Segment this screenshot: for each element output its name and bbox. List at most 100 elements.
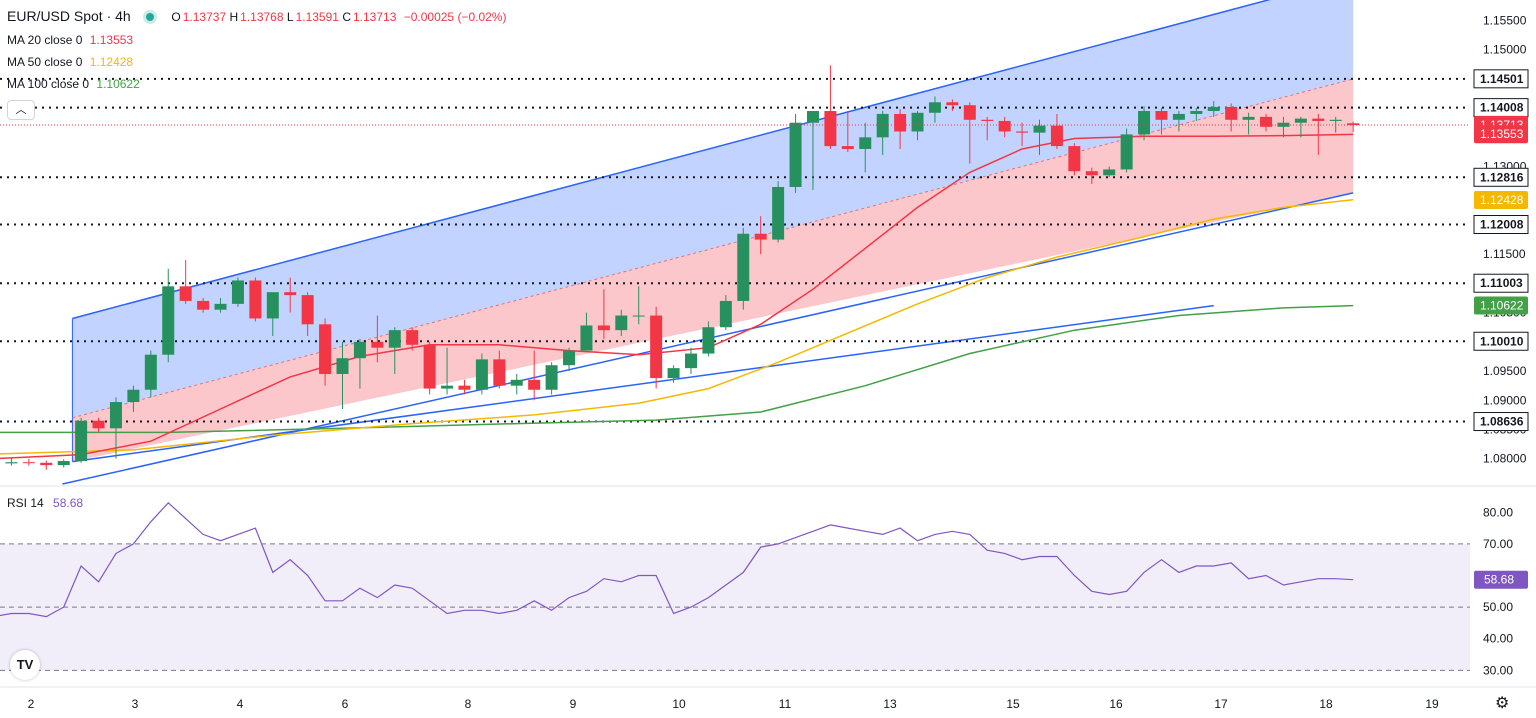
rsi-tick-label: 80.00 (1483, 505, 1513, 519)
level-label: 1.10010 (1480, 334, 1524, 348)
time-tick-label: 3 (132, 697, 139, 711)
candle-body (1103, 169, 1116, 176)
candle-body (353, 341, 366, 359)
gear-icon[interactable]: ⚙ (1495, 695, 1510, 712)
change-value: −0.00025 (−0.02%) (403, 10, 507, 24)
candle-body (1277, 122, 1290, 127)
price-tick-label: 1.09000 (1483, 393, 1527, 407)
chevron-up-icon: ︿ (15, 104, 27, 116)
open-value: 1.13737 (182, 10, 227, 24)
candle-body (737, 233, 750, 301)
price-badge-label: 1.13553 (1480, 127, 1524, 141)
ma50-legend[interactable]: MA 50 close 0 1.12428 (7, 55, 134, 69)
symbol-title: EUR/USD Spot · 4h (7, 8, 131, 24)
candle-body (1190, 111, 1203, 114)
rsi-tick-label: 50.00 (1483, 600, 1513, 614)
candle-body (563, 350, 576, 366)
time-tick-label: 2 (28, 697, 35, 711)
price-tick-label: 1.09500 (1483, 364, 1527, 378)
level-label: 1.12816 (1480, 170, 1524, 184)
candle-body (1155, 111, 1168, 120)
candle-body (719, 300, 732, 328)
candle-body (57, 461, 70, 466)
candle-body (109, 402, 122, 429)
channel-upper-fill (72, 0, 1354, 418)
level-label: 1.12008 (1480, 218, 1524, 232)
candle-body (475, 359, 488, 390)
candle-body (319, 324, 332, 374)
symbol-legend: EUR/USD Spot · 4h O 1.13737 H 1.13768 L 1.1… (7, 8, 507, 24)
channel-group (62, 0, 1354, 485)
tradingview-logo[interactable]: TV (10, 650, 40, 680)
candle-body (702, 327, 715, 354)
candle-body (685, 353, 697, 369)
candle-body (1068, 146, 1081, 172)
time-tick-label: 19 (1425, 697, 1439, 711)
close-value: 1.13713 (352, 10, 397, 24)
level-label: 1.08636 (1480, 415, 1524, 429)
candle-body (144, 354, 157, 390)
time-tick-label: 17 (1214, 697, 1228, 711)
candle-body (1085, 171, 1098, 176)
candle-body (545, 365, 558, 390)
candle-body (266, 292, 279, 319)
candle-body (667, 368, 680, 379)
price-tick-label: 1.08000 (1483, 452, 1527, 466)
candle-body (1225, 106, 1238, 120)
level-label-box (1473, 215, 1529, 235)
price-badge-label: 1.12428 (1480, 193, 1524, 207)
level-label: 1.14501 (1480, 72, 1524, 86)
candle-body (92, 420, 105, 429)
rsi-legend[interactable]: RSI 14 58.68 (7, 495, 83, 511)
rsi-badge-label: 58.68 (1484, 573, 1514, 587)
candle-body (406, 330, 419, 345)
candle-body (301, 295, 314, 325)
candle-body (615, 315, 628, 331)
candle-body (632, 315, 645, 317)
candle-body (1242, 116, 1255, 120)
price-tick-label: 1.15000 (1483, 43, 1527, 57)
time-tick-label: 13 (883, 697, 897, 711)
candle-body (650, 315, 663, 379)
candle-body (876, 113, 889, 138)
candle-body (249, 280, 262, 319)
ma20-line (0, 133, 1354, 460)
low-value: 1.13591 (295, 10, 339, 24)
ma20-legend[interactable]: MA 20 close 0 1.13553 (7, 33, 134, 47)
level-label-box (1473, 167, 1529, 187)
channel-lower-fill (72, 78, 1354, 462)
rsi-badge (1474, 570, 1528, 589)
time-tick-label: 4 (237, 697, 244, 711)
collapse-legend-button[interactable]: ︿ (7, 100, 35, 120)
level-label-box (1473, 69, 1529, 89)
candle-body (963, 105, 976, 120)
price-badge (1474, 125, 1528, 144)
level-label-box (1473, 331, 1529, 351)
ma100-legend[interactable]: MA 100 close 0 1.10622 (7, 77, 140, 91)
candle-body (510, 379, 523, 386)
candle-body (806, 111, 819, 123)
ma50-line (0, 199, 1354, 455)
candle-body (894, 113, 907, 132)
candle-body (841, 146, 854, 150)
candle-body (998, 120, 1011, 132)
time-tick-label: 15 (1006, 697, 1020, 711)
candle-body (197, 300, 210, 310)
level-label: 1.14008 (1480, 101, 1524, 115)
candle-body (772, 186, 785, 240)
candle-body (754, 233, 767, 240)
candle-body (127, 389, 140, 403)
price-tick-label: 1.11500 (1483, 247, 1526, 261)
rsi-line (0, 501, 1354, 618)
candle-body (981, 119, 994, 121)
high-value: 1.13768 (240, 10, 284, 24)
candle-body (1016, 131, 1029, 133)
candle-body (789, 122, 802, 187)
price-badge (1474, 190, 1528, 209)
candle-body (597, 325, 610, 331)
candle-body (1172, 113, 1185, 120)
candle-body (214, 303, 227, 310)
level-label: 1.11003 (1480, 276, 1523, 290)
candle-body (40, 462, 53, 466)
